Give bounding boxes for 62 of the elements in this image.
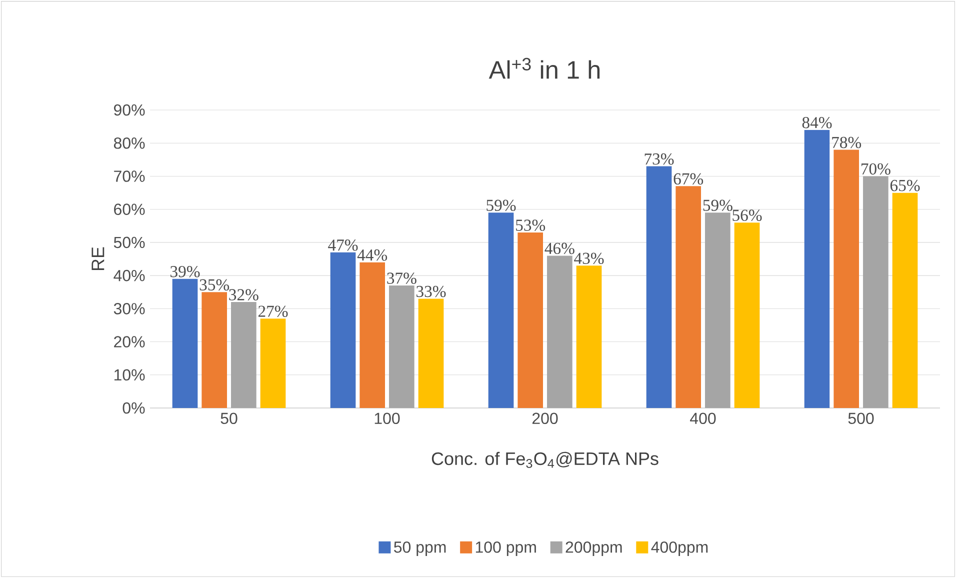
data-label: 70% [862,163,890,175]
y-tick-label: 20% [114,336,145,348]
data-label: 39% [170,266,200,278]
bar [863,176,888,408]
y-axis-title: RE [92,247,104,270]
data-label: 35% [200,279,230,291]
y-tick-label: 80% [114,137,145,149]
y-tick-label: 40% [114,270,145,282]
data-label: 37% [387,272,416,284]
x-tick-label: 100 [374,412,400,424]
bar [834,150,860,408]
y-tick-label: 60% [114,204,145,215]
data-label: 53% [516,220,546,231]
data-label: 56% [732,210,762,221]
legend-label: 100 ppm [476,541,536,556]
legend-label: 400ppm [651,541,708,556]
bar [676,186,702,408]
bar [547,256,572,408]
data-label: 27% [258,306,288,318]
bar [202,292,228,408]
data-label: 32% [229,289,258,300]
y-tick-label: 70% [114,170,145,182]
y-tick-label: 0% [122,402,145,414]
data-label: 47% [328,239,358,251]
x-tick-label: 50 [220,412,238,424]
y-tick-label: 10% [114,369,145,381]
data-label: 73% [644,153,674,165]
data-label: 59% [703,200,732,212]
data-label: 84% [802,116,832,128]
data-label: 46% [544,242,574,254]
bar [646,166,672,408]
x-tick-label: 200 [532,412,558,424]
bar [804,130,830,408]
data-label: 67% [674,173,704,185]
data-label: 43% [574,252,604,264]
bar [231,302,256,408]
y-tick-label: 90% [114,104,145,116]
bar [576,266,602,408]
data-label: 78% [832,136,862,148]
x-axis-title: Conc. of Fe$_{3}$O$_{4}$@EDTA NPs [432,452,658,468]
chart-title: Al$^{+3}$ in 1 h [488,58,600,79]
y-tick-label: 50% [114,236,145,248]
bar [172,278,198,408]
bar [260,318,286,408]
bar [418,298,444,408]
bar [518,232,544,408]
data-label: 44% [357,249,388,261]
bar [892,192,918,408]
legend-label: 50 ppm [394,541,446,556]
bar [389,285,414,408]
x-tick-label: 500 [848,412,874,424]
legend-label: 200ppm [566,541,622,556]
data-label: 33% [416,286,446,298]
bar [488,212,514,408]
y-tick-label: 30% [114,303,145,314]
data-label: 59% [486,200,516,212]
bar [330,252,356,408]
data-label: 65% [890,180,920,192]
bar [734,222,760,408]
bar [705,212,730,408]
x-tick-label: 400 [690,412,716,424]
bar [360,262,386,408]
